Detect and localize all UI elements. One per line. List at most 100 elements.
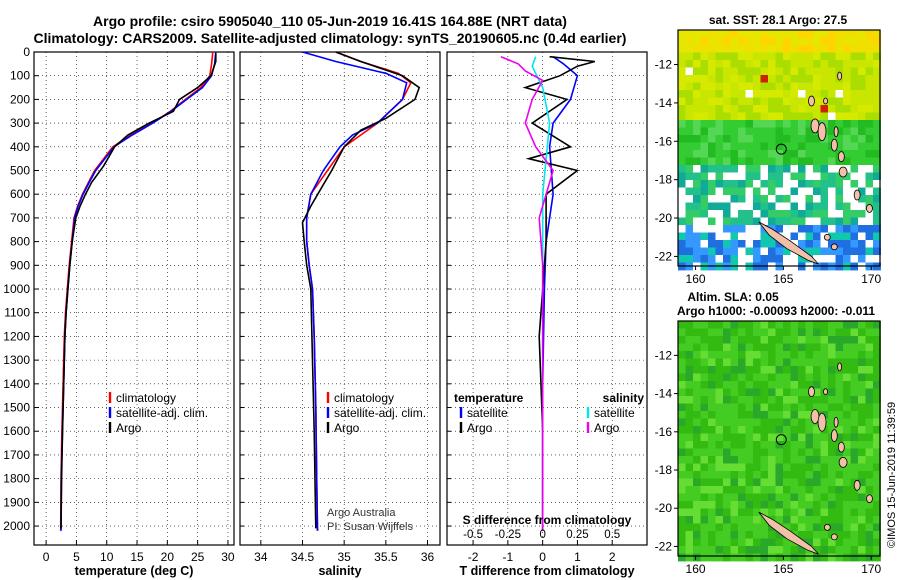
map-cell: [693, 97, 701, 106]
map-cell: [745, 388, 754, 397]
map-cell: [820, 493, 829, 502]
map-cell: [745, 217, 754, 226]
map-cell: [805, 240, 814, 248]
y-tick-label: 1000: [3, 282, 30, 296]
map-cell: [768, 433, 776, 442]
y-tick-label: 300: [10, 116, 30, 130]
map-cell: [678, 30, 686, 38]
salinity-profile-xlabel: salinity: [318, 564, 361, 578]
map-cell: [820, 373, 829, 382]
map-cell: [843, 433, 851, 442]
map-cell: [813, 478, 821, 487]
map-cell: [745, 478, 754, 487]
map-cell: [783, 456, 791, 464]
map-cell: [828, 217, 836, 226]
map-cell: [805, 30, 814, 38]
map-cell: [685, 448, 694, 457]
map-cell: [745, 546, 754, 554]
map-cell: [738, 516, 746, 524]
map-cell: [730, 418, 739, 427]
map-cell: [813, 388, 821, 397]
island: [823, 523, 831, 531]
map-cell: [865, 90, 874, 98]
map-cell: [783, 127, 791, 136]
map-cell: [790, 195, 799, 203]
map-cell: [738, 142, 746, 151]
map-cell: [715, 328, 724, 337]
map-cell: [850, 351, 859, 359]
map-cell: [865, 67, 874, 76]
credit-line-1: Argo Australia: [327, 507, 396, 519]
map-cell: [820, 441, 829, 449]
map-cell: [685, 165, 694, 173]
map-cell: [805, 508, 814, 517]
map-cell: [700, 52, 709, 61]
x-tick-label: 1: [574, 550, 581, 564]
map-cell: [805, 418, 814, 427]
map-cell: [790, 411, 799, 419]
map-cell: [715, 471, 724, 479]
map-cell: [685, 67, 694, 76]
map-cell: [775, 486, 784, 494]
island: [853, 479, 861, 491]
map-cell: [760, 187, 769, 196]
map-cell: [873, 501, 881, 509]
map-cell: [708, 105, 716, 113]
map-cell: [775, 441, 784, 449]
map-cell: [730, 165, 739, 173]
map-cell: [828, 546, 836, 554]
map-cell: [790, 493, 799, 502]
map-cell: [730, 97, 739, 106]
map-cell: [708, 538, 716, 547]
x-tick-label: 165: [773, 272, 793, 286]
map-cell: [865, 328, 874, 337]
map-cell: [873, 411, 881, 419]
map-cell: [730, 523, 739, 532]
map-cell: [850, 30, 859, 38]
map-cell: [775, 135, 784, 143]
map-cell: [685, 321, 694, 329]
map-cell: [850, 247, 859, 256]
map-cell: [723, 157, 731, 166]
map-cell: [775, 45, 784, 53]
map-cell: [768, 112, 776, 121]
map-cell: [678, 157, 686, 166]
map-cell: [693, 30, 701, 38]
map-cell: [685, 202, 694, 211]
map-cell: [745, 210, 754, 218]
map-cell: [685, 150, 694, 158]
map-cell: [775, 478, 784, 487]
map-cell: [693, 351, 701, 359]
map-cell: [708, 240, 716, 248]
island: [830, 429, 838, 443]
map-cell: [678, 112, 686, 121]
map-cell: [850, 105, 859, 113]
legend-label: satellite: [594, 406, 635, 420]
map-cell: [700, 343, 709, 352]
map-cell: [730, 45, 739, 53]
map-cell: [693, 225, 701, 233]
map-cell: [835, 210, 844, 218]
map-cell: [678, 328, 686, 337]
map-cell: [873, 433, 881, 442]
map-cell: [723, 187, 731, 196]
map-cell: [693, 411, 701, 419]
map-cell: [790, 82, 799, 91]
map-cell: [715, 127, 724, 136]
map-cell: [685, 75, 694, 83]
map-cell: [850, 157, 859, 166]
map-cell: [858, 546, 866, 554]
map-cell: [843, 195, 851, 203]
map-cell: [820, 381, 829, 389]
map-cell: [858, 388, 866, 397]
map-cell: [873, 255, 881, 263]
map-cell: [678, 411, 686, 419]
map-cell: [828, 471, 836, 479]
map-cell: [805, 210, 814, 218]
map-cell: [783, 82, 791, 91]
map-cell: [873, 120, 881, 128]
island: [866, 204, 873, 213]
map-cell: [843, 240, 851, 248]
map-cell: [685, 120, 694, 128]
map-cell: [865, 142, 874, 151]
